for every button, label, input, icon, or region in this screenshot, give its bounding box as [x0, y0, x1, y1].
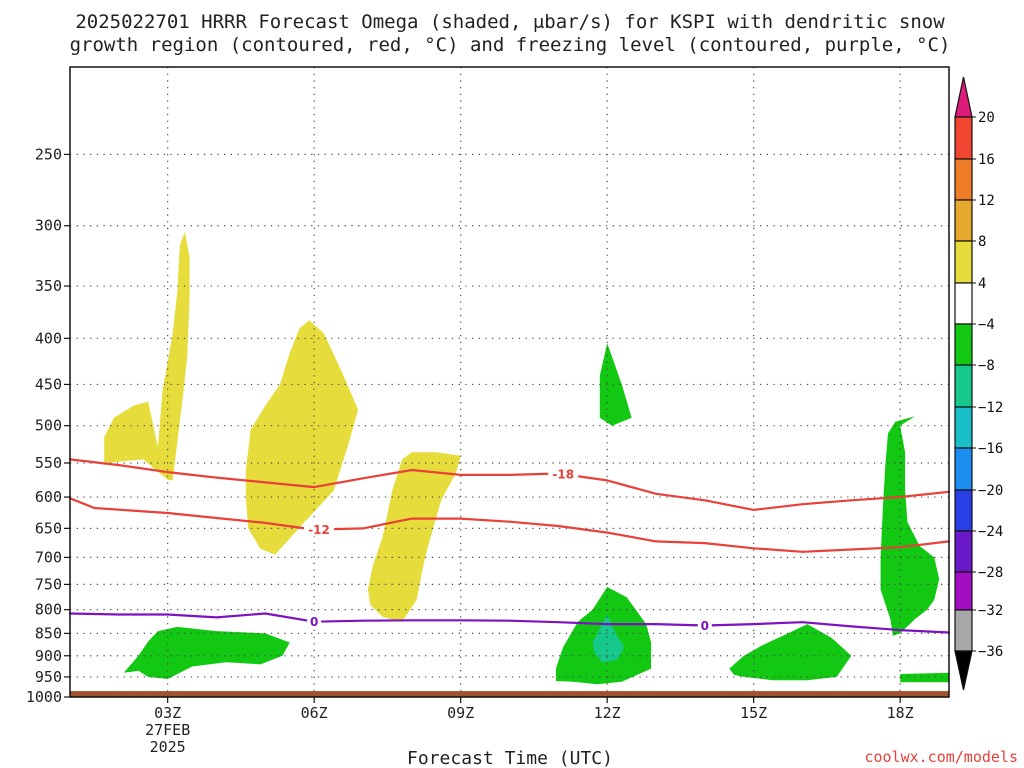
descent-low-03z	[123, 626, 290, 679]
plot-border	[69, 66, 950, 698]
colorbar-bin-4	[954, 240, 973, 284]
chart-title-line2: growth region (contoured, red, °C) and f…	[70, 34, 951, 56]
x-tick-sublabel-27FEB: 27FEB	[145, 721, 190, 739]
dendritic-minus-12-line	[68, 497, 951, 553]
plot-background	[70, 67, 949, 697]
freezing-level-0-label: 0	[310, 615, 318, 629]
x-tick-sublabel-2025: 2025	[150, 738, 186, 756]
colorbar-bin-1	[954, 116, 973, 160]
ground-fill	[70, 691, 949, 697]
temperature-contours: -18 -12 0 0	[68, 458, 951, 634]
dendritic-minus-18-label-bg	[548, 466, 579, 482]
gridlines	[70, 67, 949, 698]
omega-colorbar: 20 16 12 8 4 −4 −8 −12 −16 −20 −24 −28 −32 −36	[954, 76, 1003, 691]
colorbar-bin-6	[954, 323, 973, 366]
x-tick-label-06Z: 06Z	[301, 704, 328, 722]
y-tick-label-450: 450	[35, 375, 62, 393]
chart-title-line1: 2025022701 HRRR Forecast Omega (shaded, …	[75, 11, 945, 33]
y-tick-label-800: 800	[35, 601, 62, 619]
x-axis-title: Forecast Time (UTC)	[407, 748, 613, 768]
dendritic-minus-12-label-bg	[304, 521, 335, 537]
x-tick-label-03Z: 03Z	[154, 704, 181, 722]
colorbar-label-16: 16	[978, 152, 995, 168]
colorbar-bin-9	[954, 447, 973, 491]
freezing-level-0-label-bg-2	[697, 617, 712, 633]
y-tick-label-600: 600	[35, 488, 62, 506]
colorbar-label--20: −20	[978, 483, 1003, 499]
y-tick-label-300: 300	[35, 217, 62, 235]
y-tick-label-700: 700	[35, 548, 62, 566]
dendritic-minus-12-label: -12	[308, 523, 330, 537]
colorbar-bin-13	[954, 609, 973, 652]
colorbar-label-4: 4	[978, 276, 986, 292]
y-tick-label-950: 950	[35, 668, 62, 686]
colorbar-bottom-arrow	[954, 650, 973, 691]
colorbar-label--16: −16	[978, 441, 1003, 457]
colorbar-label--12: −12	[978, 400, 1003, 416]
y-tick-label-250: 250	[35, 145, 62, 163]
colorbar-bin-11	[954, 530, 973, 573]
x-tick-label-09Z: 09Z	[447, 704, 474, 722]
x-tick-label-15Z: 15Z	[740, 704, 767, 722]
freezing-level-0-label-bg	[307, 613, 322, 629]
descent-low-15z	[729, 624, 852, 681]
colorbar-bin-2	[954, 158, 973, 201]
descent-mid-12z	[599, 343, 632, 426]
dendritic-minus-18-label: -18	[552, 468, 574, 482]
x-tick-label-12Z: 12Z	[594, 704, 621, 722]
colorbar-label--24: −24	[978, 524, 1003, 540]
colorbar-label-20: 20	[978, 110, 995, 126]
descent-column-18z	[880, 416, 940, 636]
dendritic-minus-18-line	[68, 458, 951, 511]
freezing-level-0-label-2: 0	[701, 619, 709, 633]
plot-frame	[69, 66, 950, 698]
descent-lowest-19z	[900, 672, 949, 683]
colorbar-bin-5	[954, 282, 973, 325]
colorbar-top-arrow	[954, 76, 973, 118]
y-tick-label-400: 400	[35, 329, 62, 347]
colorbar-label--8: −8	[978, 358, 995, 374]
y-tick-label-550: 550	[35, 454, 62, 472]
colorbar-label-12: 12	[978, 193, 995, 209]
pressure-axis: 250 300 350 400 450 500 550 600 650 700 750 800 850 9…	[26, 145, 70, 706]
y-tick-label-1000: 1000	[26, 688, 62, 706]
ascent-column-06z	[245, 320, 359, 555]
y-tick-label-900: 900	[35, 647, 62, 665]
colorbar-label--36: −36	[978, 644, 1003, 660]
x-tick-label-18Z: 18Z	[887, 704, 914, 722]
colorbar-label-8: 8	[978, 234, 986, 250]
colorbar-label--28: −28	[978, 565, 1003, 581]
plot-area	[70, 67, 949, 697]
colorbar-bin-7	[954, 364, 973, 408]
ascent-column-08z	[367, 452, 461, 622]
freezing-level-0-line	[68, 612, 951, 634]
ascent-column-03z	[104, 232, 190, 481]
y-tick-label-750: 750	[35, 575, 62, 593]
credit-link[interactable]: coolwx.com/models	[864, 748, 1018, 766]
ground-below-surface	[70, 691, 949, 697]
y-tick-label-500: 500	[35, 417, 62, 435]
colorbar-bin-8	[954, 406, 973, 449]
y-tick-label-850: 850	[35, 624, 62, 642]
y-tick-label-650: 650	[35, 519, 62, 537]
omega-shaded-regions	[104, 232, 949, 685]
y-tick-label-350: 350	[35, 277, 62, 295]
colorbar-bin-3	[954, 199, 973, 242]
colorbar-label--32: −32	[978, 603, 1003, 619]
descent-core-12z	[592, 614, 625, 663]
colorbar-bin-12	[954, 571, 973, 611]
colorbar-bin-10	[954, 489, 973, 532]
colorbar-label--4: −4	[978, 317, 995, 333]
